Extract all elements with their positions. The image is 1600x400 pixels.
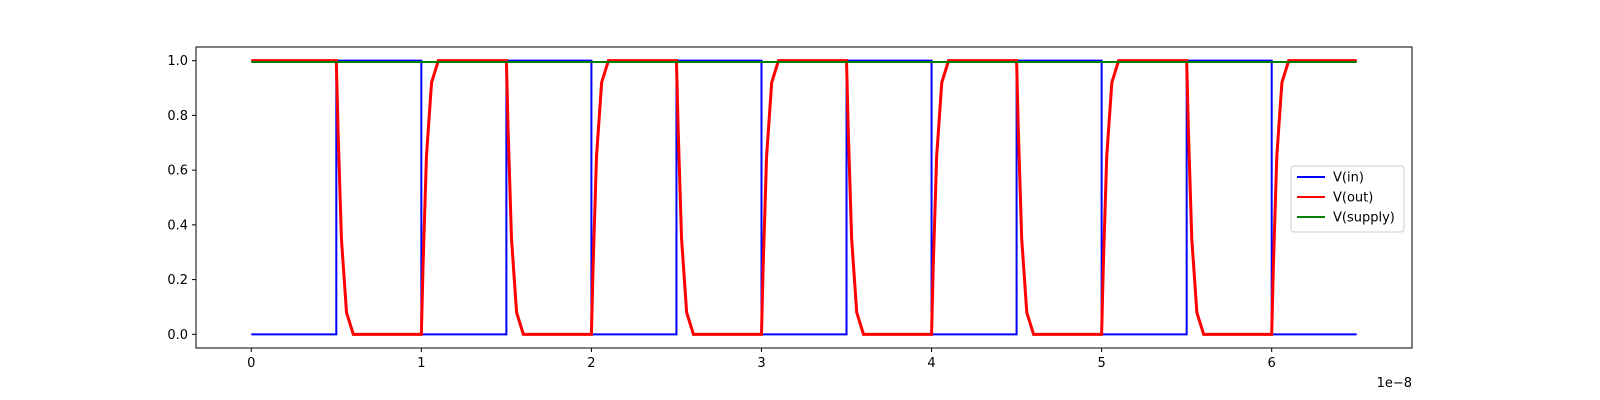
y-tick-label: 0.8	[167, 109, 188, 124]
x-tick-label: 5	[1097, 356, 1105, 371]
legend: V(in) V(out) V(supply)	[1290, 165, 1405, 233]
legend-label-v-supply: V(supply)	[1333, 211, 1395, 226]
plot-frame	[195, 46, 1413, 349]
series-line-v-in	[251, 59, 1357, 336]
x-axis-offset-label: 1e−8	[1377, 376, 1412, 391]
x-tick-label: 1	[417, 356, 425, 371]
legend-label-v-in: V(in)	[1333, 171, 1364, 186]
legend-box	[1290, 165, 1405, 233]
y-tick-label: 0.4	[167, 218, 188, 233]
y-tick-label: 0.0	[167, 328, 188, 343]
axes-layer: 0 1 2 3 4 5 6 0.0 0.2 0.4 0.6 0.8 1.0	[167, 46, 1413, 371]
series-line-v-out	[251, 59, 1357, 336]
x-tick-label: 0	[247, 356, 255, 371]
x-tick-label: 3	[757, 356, 765, 371]
y-tick-label: 0.6	[167, 164, 188, 179]
x-tick-label: 2	[587, 356, 595, 371]
series-layer	[251, 59, 1357, 336]
legend-label-v-out: V(out)	[1333, 191, 1373, 206]
x-tick-label: 6	[1268, 356, 1276, 371]
y-tick-label: 1.0	[167, 54, 188, 69]
x-tick-label: 4	[927, 356, 935, 371]
y-tick-label: 0.2	[167, 273, 188, 288]
